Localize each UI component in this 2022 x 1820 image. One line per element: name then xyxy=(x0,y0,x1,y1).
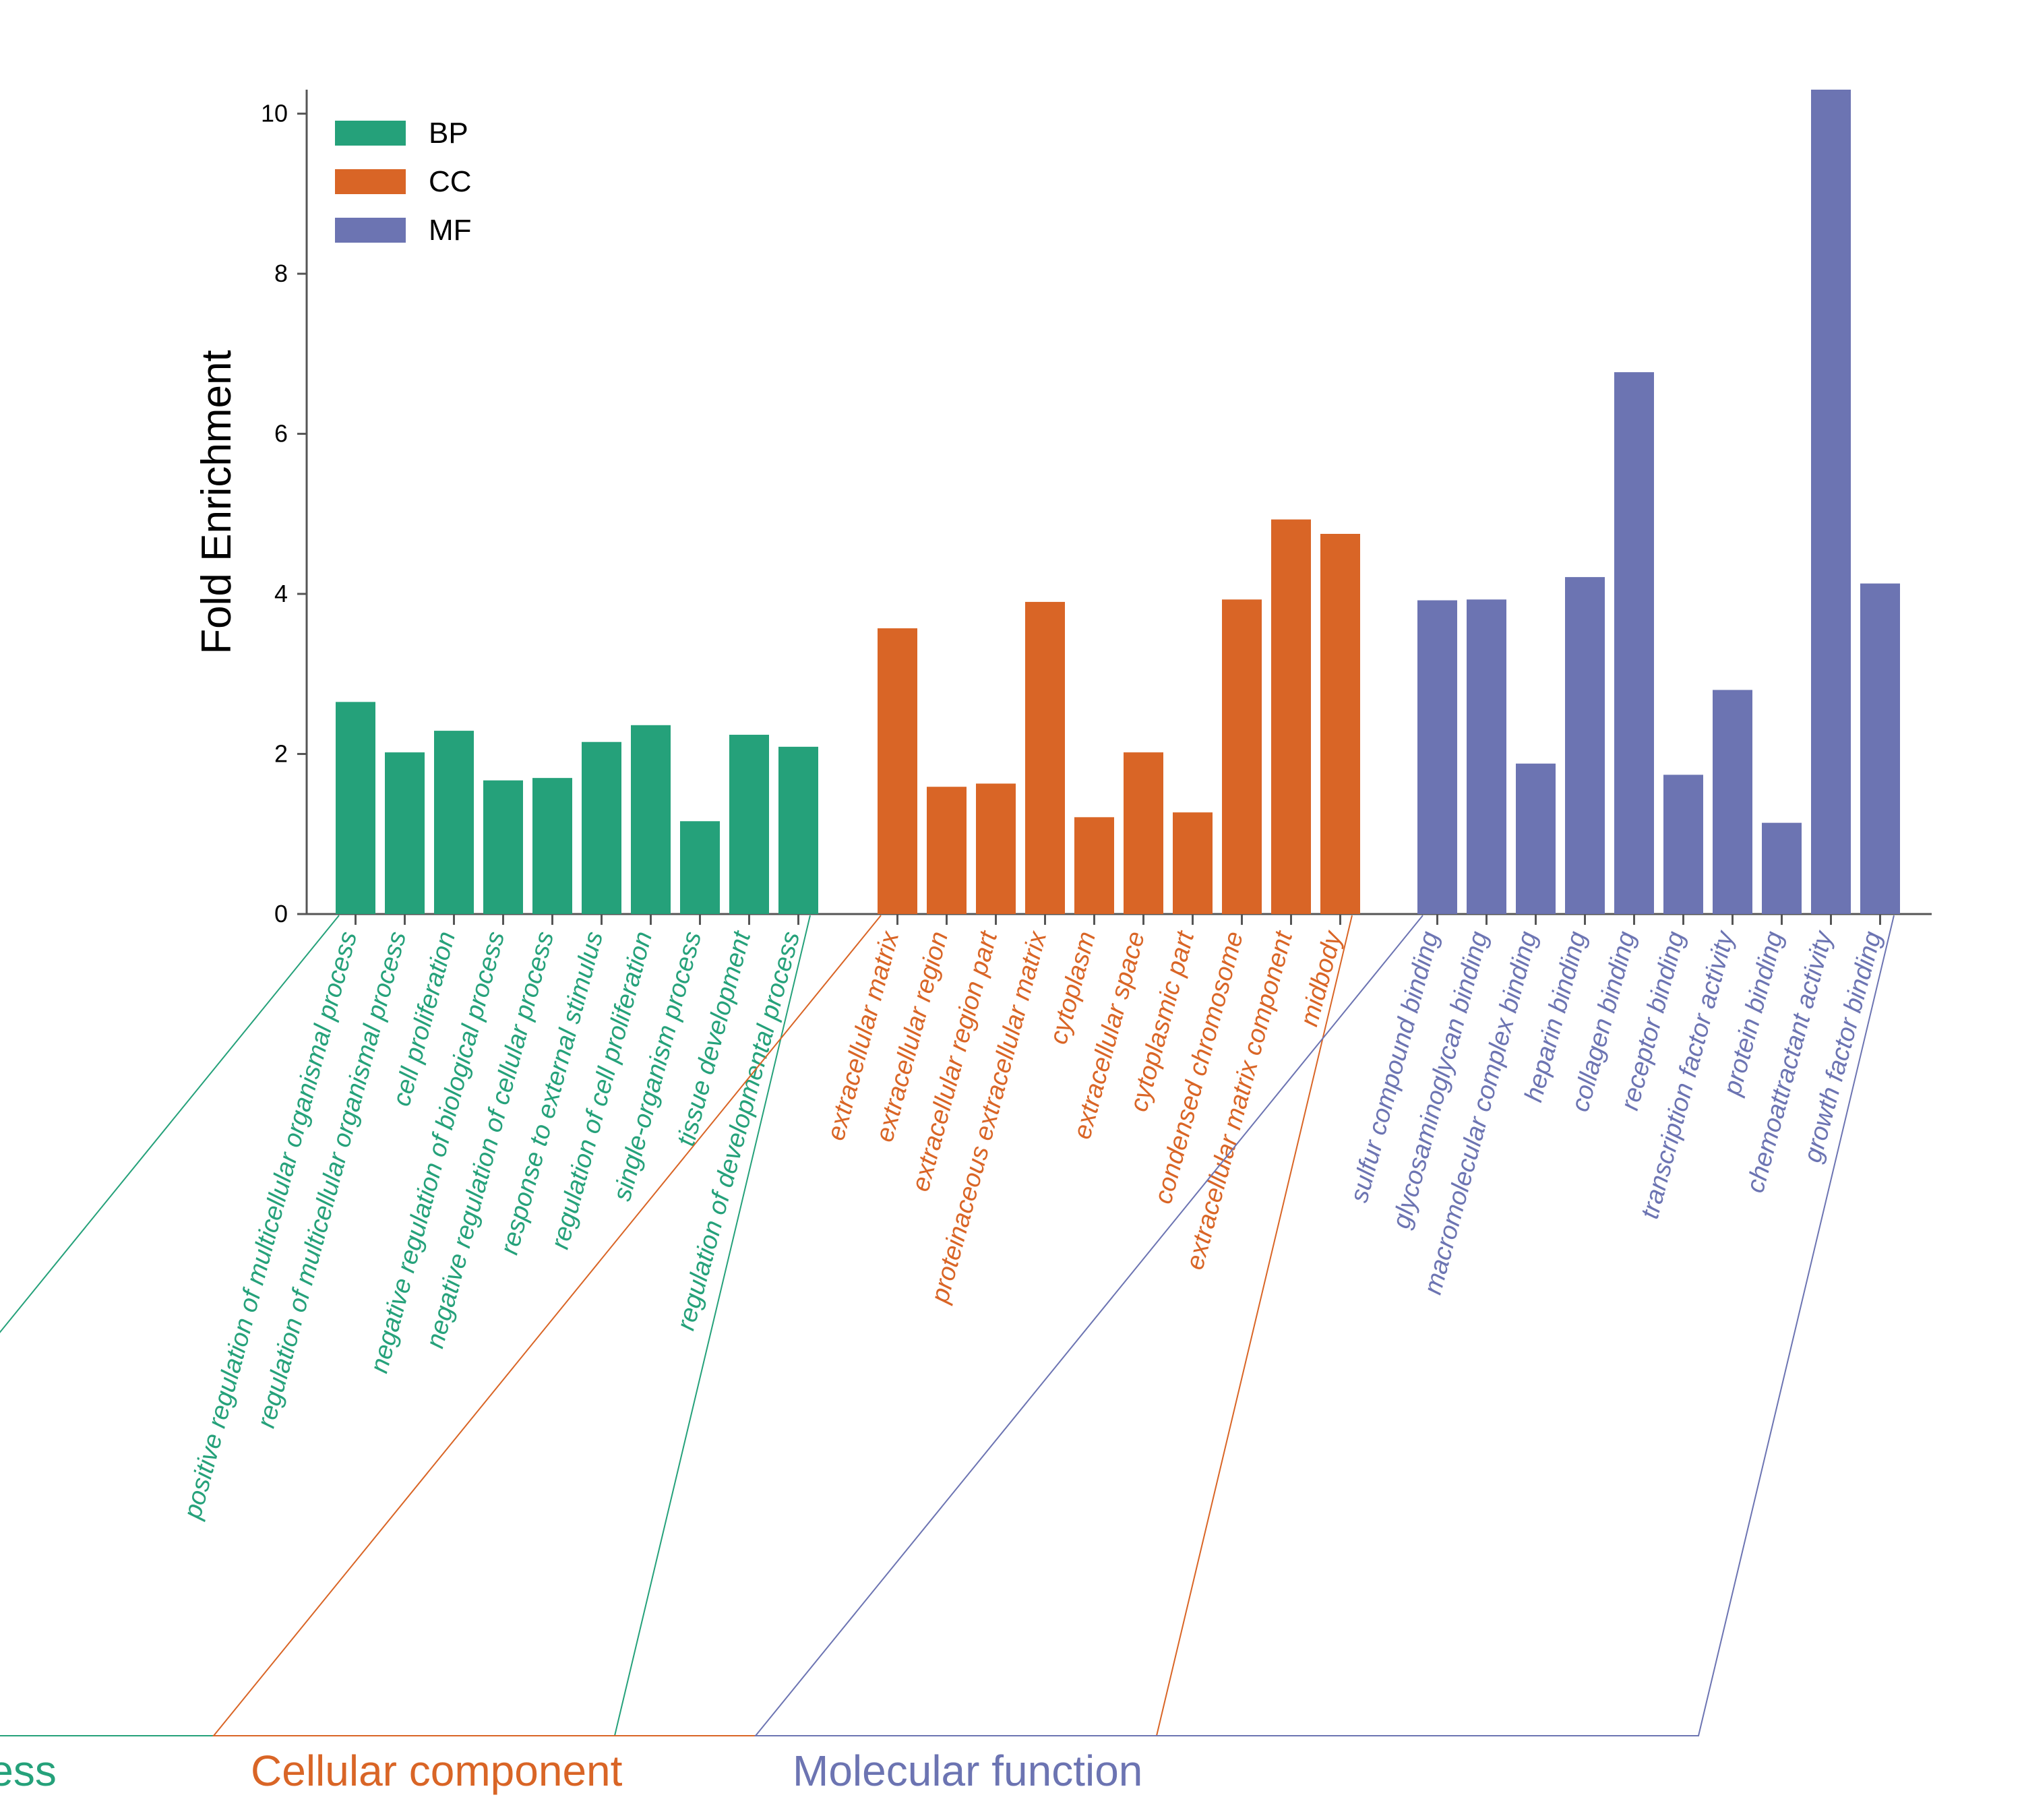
x-ticks xyxy=(355,914,1881,925)
category-label-positive-regulation-of-multicellular-organismal-process: positive regulation of multicellular org… xyxy=(178,928,363,1522)
group-brackets xyxy=(0,915,1895,1736)
bar-negative-regulation-of-cellular-process xyxy=(532,778,572,914)
bar-cell-proliferation xyxy=(434,731,474,914)
bar-extracellular-matrix-component xyxy=(1271,519,1311,914)
bars xyxy=(336,90,1900,914)
bar-growth-factor-binding xyxy=(1860,583,1900,914)
bar-positive-regulation-of-multicellular-organismal-process xyxy=(336,702,375,914)
group-bracket-molecular-function xyxy=(754,915,1895,1736)
bar-receptor-binding xyxy=(1663,775,1703,914)
bar-extracellular-region xyxy=(927,787,967,914)
bar-cytoplasm xyxy=(1074,817,1114,914)
bar-cytoplasmic-part xyxy=(1173,812,1213,914)
bar-macromolecular-complex-binding xyxy=(1516,763,1556,914)
bar-response-to-external-stimulus xyxy=(582,741,621,914)
legend-swatch-cc xyxy=(335,169,406,194)
bar-regulation-of-multicellular-organismal-process xyxy=(385,752,425,914)
legend: BP CC MF xyxy=(335,117,472,247)
bar-midbody xyxy=(1320,533,1360,914)
legend-swatch-mf xyxy=(335,218,406,243)
y-ticks: 0 2 4 6 8 10 xyxy=(261,100,307,928)
bar-single-organism-process xyxy=(680,821,720,914)
bar-regulation-of-cell-proliferation xyxy=(631,725,671,914)
y-tick-label: 0 xyxy=(274,900,288,928)
y-tick-label: 8 xyxy=(274,260,288,287)
bar-collagen-binding xyxy=(1614,372,1654,914)
bar-negative-regulation-of-biological-process xyxy=(483,780,523,914)
category-label-midbody: midbody xyxy=(1295,928,1347,1030)
group-bracket-biological-process xyxy=(0,915,811,1736)
bar-chemoattractant-activity xyxy=(1811,90,1851,914)
y-tick-label: 6 xyxy=(274,420,288,448)
bar-heparin-binding xyxy=(1565,577,1605,914)
bar-transcription-factor-activity xyxy=(1713,690,1752,914)
bar-glycosaminoglycan-binding xyxy=(1467,599,1506,914)
legend-label-cc: CC xyxy=(429,165,472,198)
bar-extracellular-space xyxy=(1124,752,1163,914)
bar-condensed-chromosome xyxy=(1222,599,1262,914)
y-tick-label: 2 xyxy=(274,740,288,768)
legend-label-bp: BP xyxy=(429,117,468,150)
y-tick-label: 4 xyxy=(274,580,288,607)
axes xyxy=(305,90,1932,915)
group-labels: Biological process Cellular component Mole… xyxy=(0,1747,1142,1795)
bar-sulfur-compound-binding xyxy=(1417,600,1457,914)
legend-swatch-bp xyxy=(335,121,406,146)
group-label-molecular-function: Molecular function xyxy=(793,1747,1142,1795)
bar-proteinaceous-extracellular-matrix xyxy=(1025,601,1065,914)
group-label-cellular-component: Cellular component xyxy=(251,1747,623,1795)
group-bracket-cellular-component xyxy=(212,915,1353,1736)
category-labels: positive regulation of multicellular org… xyxy=(178,928,1887,1523)
group-label-biological-process: Biological process xyxy=(0,1747,57,1795)
legend-label-mf: MF xyxy=(429,214,472,247)
bar-extracellular-region-part xyxy=(976,783,1016,914)
category-label-cytoplasm: cytoplasm xyxy=(1044,928,1101,1047)
bar-protein-binding xyxy=(1762,822,1802,914)
bar-regulation-of-developmental-process xyxy=(778,746,818,914)
y-axis-label: Fold Enrichment xyxy=(193,350,240,654)
y-tick-label: 10 xyxy=(261,100,288,127)
bar-tissue-development xyxy=(729,735,769,914)
bar-extracellular-matrix xyxy=(878,628,917,914)
